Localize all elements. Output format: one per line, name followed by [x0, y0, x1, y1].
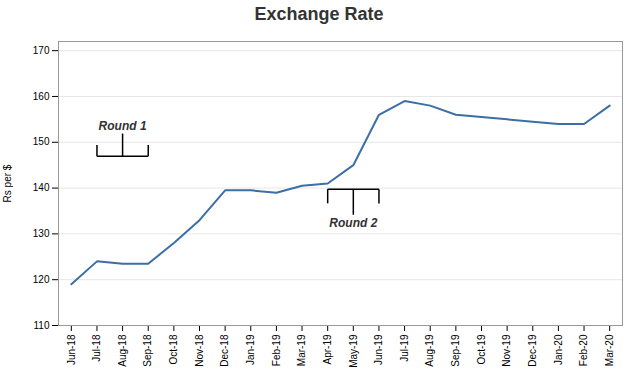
- svg-text:170: 170: [33, 45, 50, 56]
- svg-text:Dec-18: Dec-18: [219, 334, 230, 367]
- svg-text:May-19: May-19: [348, 334, 359, 368]
- svg-text:Sep-19: Sep-19: [450, 334, 461, 367]
- svg-text:Feb-20: Feb-20: [578, 334, 589, 366]
- svg-text:Rs per $: Rs per $: [2, 164, 13, 202]
- svg-text:Mar-20: Mar-20: [604, 334, 615, 366]
- svg-text:Dec-19: Dec-19: [527, 334, 538, 367]
- svg-text:Sep-18: Sep-18: [142, 334, 153, 367]
- svg-text:Nov-19: Nov-19: [501, 334, 512, 367]
- svg-text:Round 1: Round 1: [99, 119, 147, 133]
- svg-text:Jan-19: Jan-19: [245, 334, 256, 365]
- svg-text:140: 140: [33, 182, 50, 193]
- svg-text:Nov-18: Nov-18: [194, 334, 205, 367]
- svg-text:Oct-18: Oct-18: [168, 334, 179, 364]
- svg-text:Jun-19: Jun-19: [373, 334, 384, 365]
- svg-text:Jul-18: Jul-18: [91, 334, 102, 362]
- svg-text:Jun-18: Jun-18: [66, 334, 77, 365]
- svg-text:Round 2: Round 2: [329, 216, 377, 230]
- svg-text:Aug-18: Aug-18: [117, 334, 128, 367]
- svg-text:160: 160: [33, 91, 50, 102]
- svg-text:Mar-19: Mar-19: [296, 334, 307, 366]
- html-text:Exchange Rate: Exchange Rate: [254, 4, 384, 24]
- svg-text:Jan-20: Jan-20: [553, 334, 564, 365]
- svg-text:Jul-19: Jul-19: [399, 334, 410, 362]
- svg-text:Feb-19: Feb-19: [271, 334, 282, 366]
- svg-text:130: 130: [33, 228, 50, 239]
- svg-text:150: 150: [33, 136, 50, 147]
- svg-text:110: 110: [34, 320, 50, 331]
- svg-text:Aug-19: Aug-19: [424, 334, 435, 367]
- svg-text:Apr-19: Apr-19: [322, 334, 333, 364]
- svg-text:120: 120: [33, 274, 50, 285]
- svg-text:Oct-19: Oct-19: [476, 334, 487, 364]
